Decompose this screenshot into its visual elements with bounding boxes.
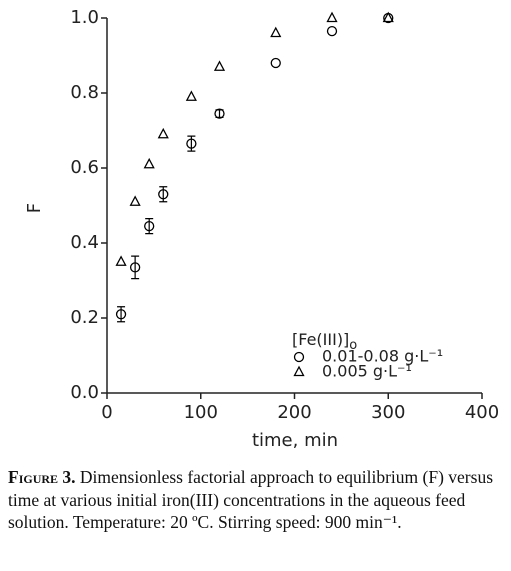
marker-triangle	[326, 11, 338, 23]
y-tick-label: 0.6	[70, 157, 99, 178]
marker-circle	[144, 220, 155, 232]
y-tick-label: 0.2	[70, 307, 99, 328]
marker-circle	[115, 309, 127, 320]
legend: [Fe(III)]o 0.01-0.08 g·L⁻¹0.005 g·L⁻¹	[292, 330, 443, 381]
marker-circle	[129, 262, 141, 273]
x-tick-label: 300	[371, 402, 405, 423]
error-bar	[145, 218, 154, 235]
x-tick-label: 400	[465, 402, 499, 423]
chart: F time, min [Fe(III)]o 0.01-0.08 g·L⁻¹0.…	[24, 7, 499, 451]
marker-triangle	[270, 26, 282, 38]
marker-triangle	[382, 11, 394, 23]
y-axis-label: F	[24, 203, 45, 213]
marker-triangle	[213, 60, 226, 71]
marker-circle	[326, 25, 338, 37]
error-bar	[187, 135, 196, 152]
legend-marker	[293, 351, 305, 363]
legend-title-text: [Fe(III)]	[292, 330, 349, 349]
y-tick-label: 0.8	[70, 82, 99, 103]
legend-marker	[293, 365, 305, 377]
error-bar	[117, 306, 126, 323]
caption-text: Dimensionless factorial approach to equi…	[8, 467, 494, 532]
y-tick-label: 0.4	[70, 232, 99, 253]
x-tick-label: 100	[184, 402, 218, 423]
legend-title-subscript: o	[349, 338, 357, 353]
caption-label: Figure 3.	[8, 467, 76, 487]
x-tick-label: 0	[101, 402, 112, 423]
error-bar	[131, 255, 140, 280]
marker-triangle	[129, 195, 141, 206]
marker-circle	[186, 138, 197, 149]
error-bar	[159, 186, 168, 203]
marker-triangle	[143, 157, 155, 169]
y-tick-label: 0.0	[70, 382, 99, 403]
caption: Figure 3. Dimensionless factorial approa…	[8, 466, 503, 534]
x-axis-label: time, min	[252, 430, 338, 451]
x-tick-label: 200	[277, 402, 311, 423]
marker-circle	[214, 108, 225, 119]
error-bar	[215, 109, 224, 118]
marker-triangle	[185, 90, 197, 101]
legend-title: [Fe(III)]o	[292, 330, 357, 353]
marker-circle	[270, 57, 281, 69]
marker-triangle	[157, 127, 169, 139]
legend-label: 0.005 g·L⁻¹	[322, 362, 412, 381]
legend-label: 0.01-0.08 g·L⁻¹	[322, 347, 443, 366]
marker-circle	[158, 189, 169, 200]
y-tick-label: 1.0	[70, 7, 99, 28]
marker-triangle	[115, 255, 127, 266]
